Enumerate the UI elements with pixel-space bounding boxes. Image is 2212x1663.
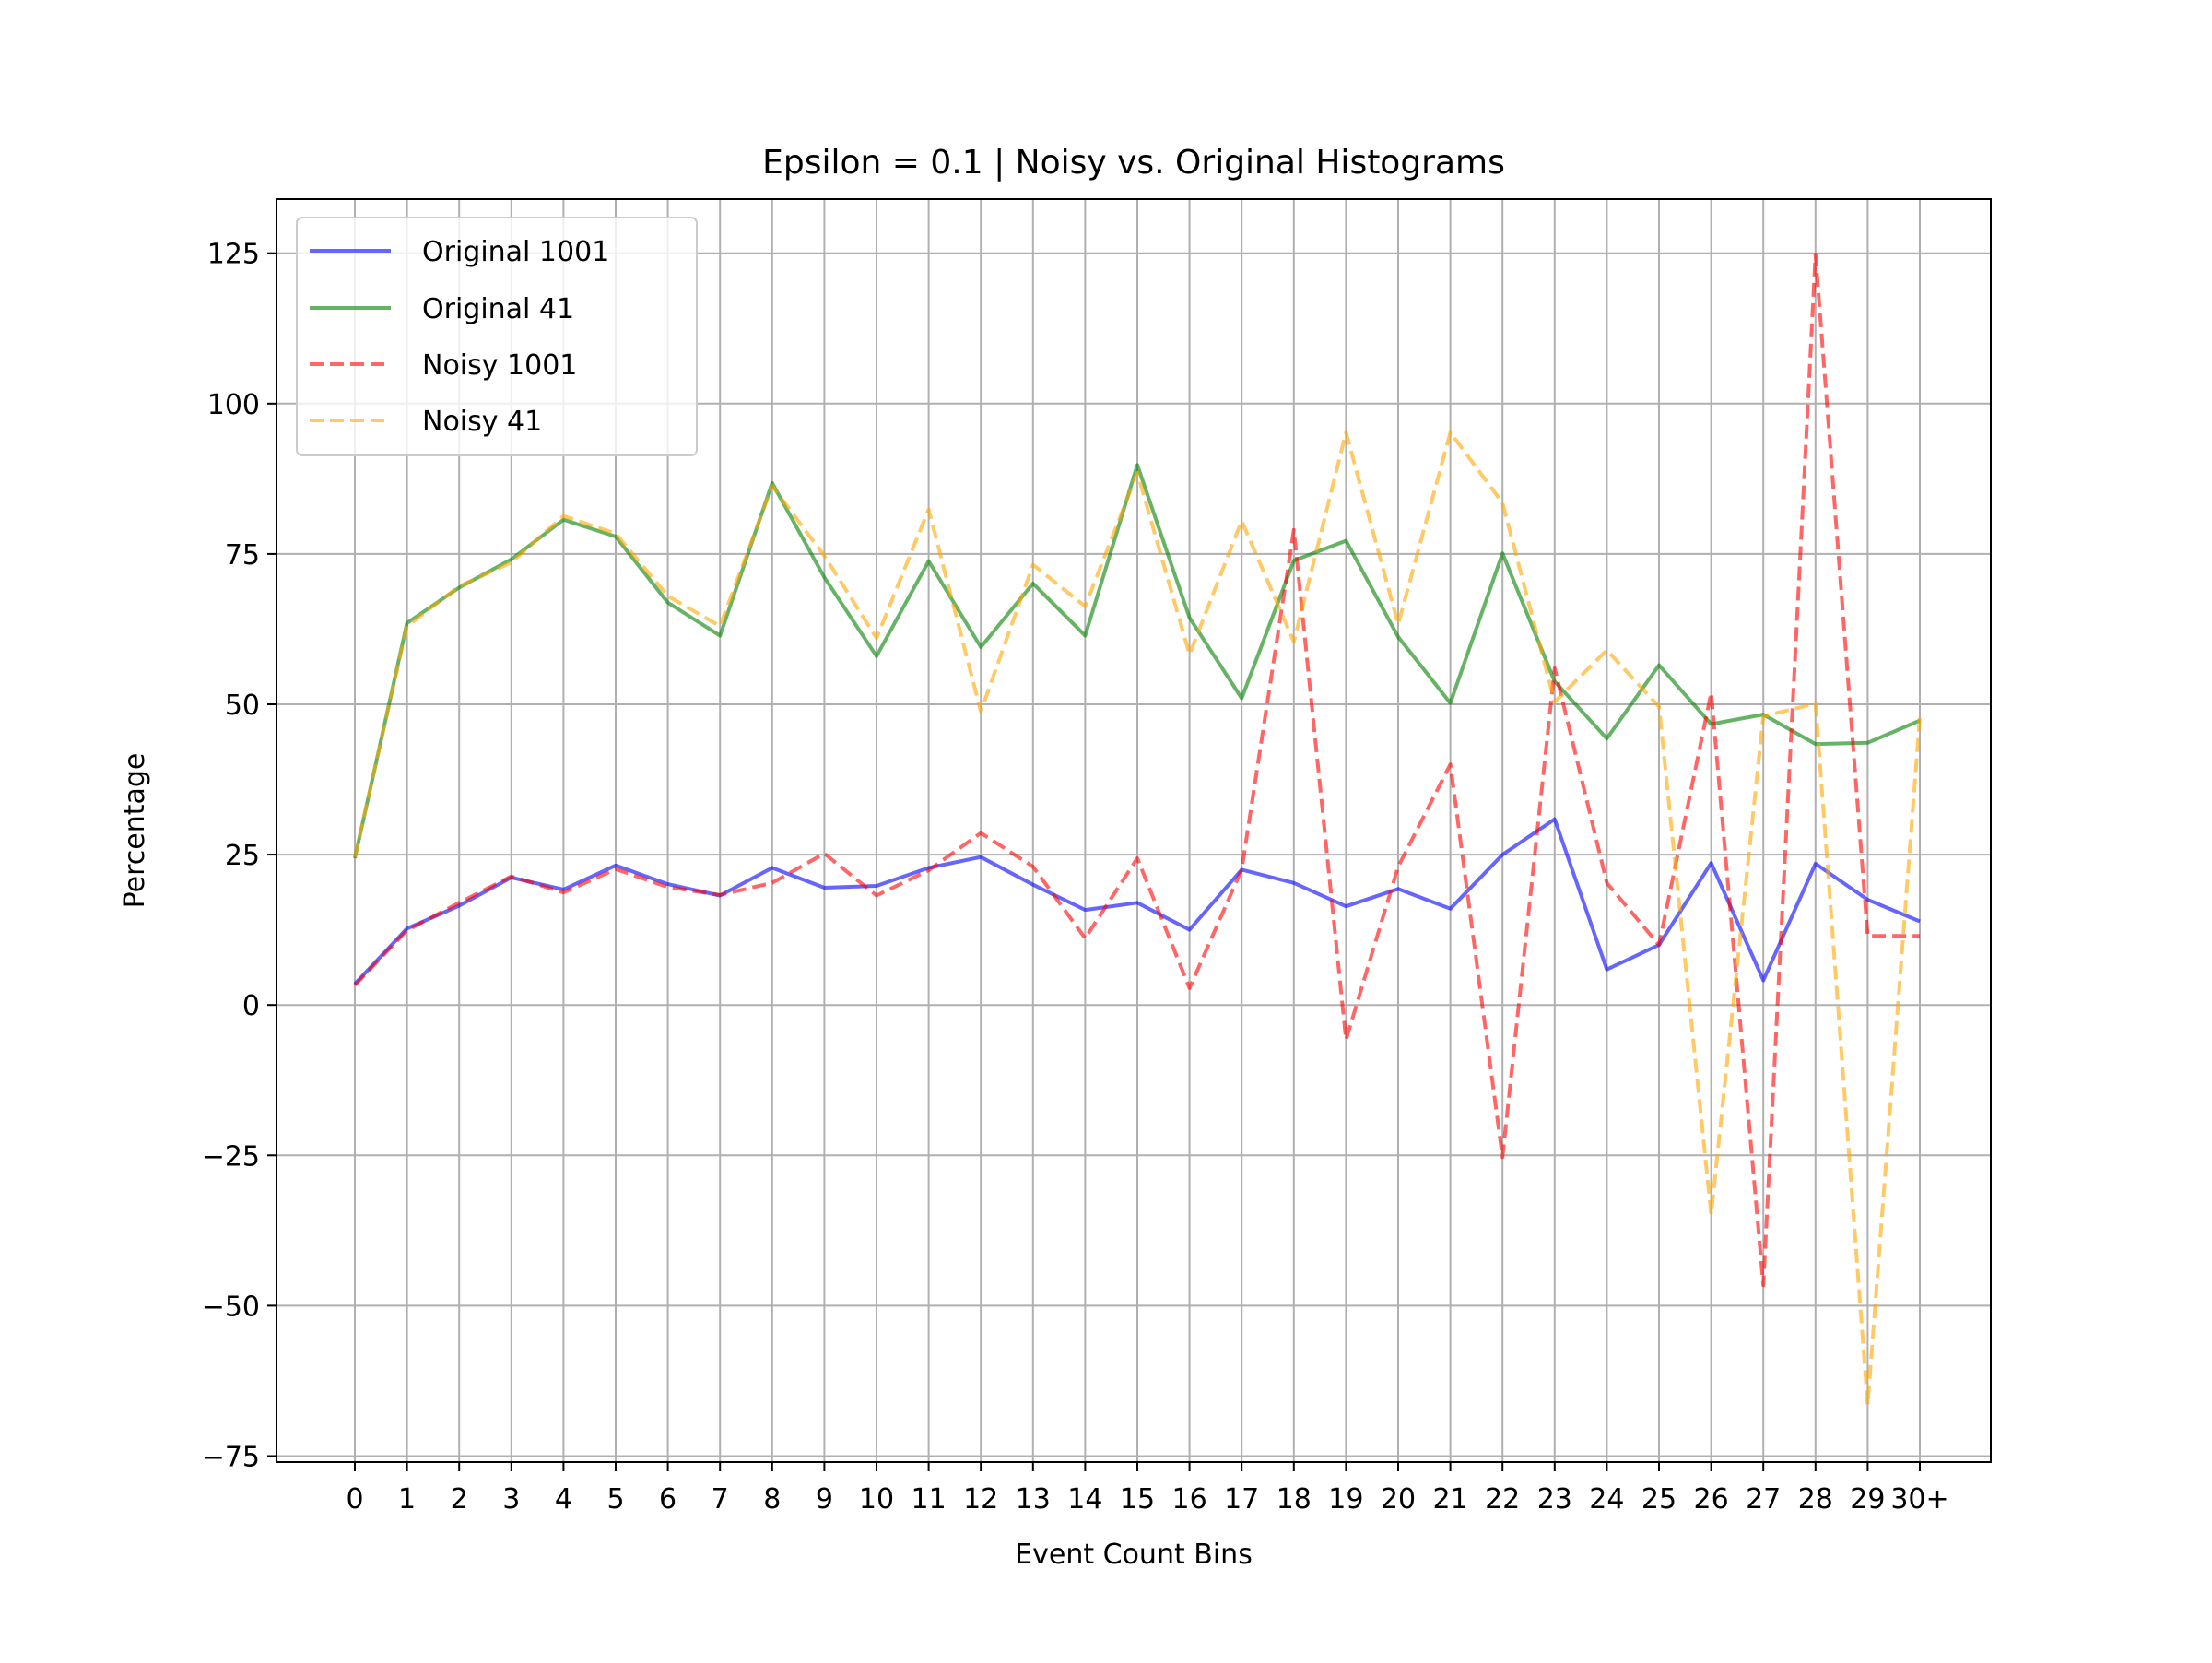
x-tick-label: 1 xyxy=(398,1483,416,1516)
chart-title: Epsilon = 0.1 | Noisy vs. Original Histo… xyxy=(762,144,1505,182)
plot-frame xyxy=(276,198,1992,1463)
x-axis-label: Event Count Bins xyxy=(1015,1539,1253,1571)
y-tick-label: 125 xyxy=(207,239,260,271)
legend: Original 1001 Original 41 Noisy 1001 Noisy … xyxy=(296,217,698,456)
x-tick-label: 18 xyxy=(1277,1483,1312,1516)
y-tick-label: 0 xyxy=(242,990,260,1022)
x-tick-label: 5 xyxy=(606,1483,624,1516)
x-tick-label: 13 xyxy=(1016,1483,1051,1516)
x-tick-label: 26 xyxy=(1694,1483,1729,1516)
x-tick-label: 29 xyxy=(1850,1483,1885,1516)
x-tick-label: 8 xyxy=(763,1483,781,1516)
y-axis-ticks: −75 −50 −25 0 25 50 75 100 125 xyxy=(202,239,276,1473)
y-tick-label: −75 xyxy=(202,1441,260,1473)
series-line-2 xyxy=(353,463,1921,859)
x-axis-ticks: 0 1 2 3 4 5 6 7 8 9 10 11 12 13 14 15 16 17 18 19 20 21 22 23 24… xyxy=(346,1462,1949,1516)
x-tick-label: 20 xyxy=(1381,1483,1416,1516)
x-tick-label: 11 xyxy=(912,1483,947,1516)
x-tick-label: 28 xyxy=(1798,1483,1833,1516)
x-tick-label: 30+ xyxy=(1890,1483,1948,1516)
x-tick-label: 14 xyxy=(1067,1483,1102,1516)
x-tick-label: 9 xyxy=(816,1483,833,1516)
x-tick-label: 12 xyxy=(963,1483,998,1516)
x-tick-label: 25 xyxy=(1641,1483,1677,1516)
x-tick-label: 6 xyxy=(659,1483,677,1516)
x-tick-label: 3 xyxy=(502,1483,520,1516)
series-line-3 xyxy=(353,253,1920,1288)
y-tick-label: 75 xyxy=(225,539,260,572)
y-tick-label: −50 xyxy=(202,1291,260,1323)
y-tick-label: 25 xyxy=(225,840,260,872)
x-tick-label: 2 xyxy=(451,1483,468,1516)
x-tick-label: 22 xyxy=(1485,1483,1520,1516)
x-tick-label: 10 xyxy=(859,1483,894,1516)
y-tick-label: −25 xyxy=(202,1140,260,1173)
x-tick-label: 21 xyxy=(1433,1483,1468,1516)
x-tick-label: 17 xyxy=(1224,1483,1259,1516)
series-line-4 xyxy=(353,430,1922,1407)
x-tick-label: 19 xyxy=(1328,1483,1363,1516)
x-tick-label: 7 xyxy=(712,1483,729,1516)
legend-box xyxy=(296,217,698,456)
x-tick-label: 27 xyxy=(1746,1483,1781,1516)
legend-entry: Noisy 1001 xyxy=(422,349,577,382)
x-tick-label: 24 xyxy=(1589,1483,1624,1516)
y-tick-label: 50 xyxy=(225,690,260,722)
x-tick-label: 0 xyxy=(346,1483,363,1516)
series-lines xyxy=(353,253,1922,1407)
x-tick-label: 23 xyxy=(1537,1483,1572,1516)
y-tick-label: 100 xyxy=(207,389,260,421)
x-tick-label: 16 xyxy=(1172,1483,1207,1516)
x-tick-label: 15 xyxy=(1120,1483,1155,1516)
legend-entry: Original 1001 xyxy=(422,236,609,268)
x-tick-label: 4 xyxy=(555,1483,572,1516)
y-axis-label: Percentage xyxy=(119,753,151,909)
legend-entry: Noisy 41 xyxy=(422,406,542,438)
legend-entry: Original 41 xyxy=(422,293,574,325)
